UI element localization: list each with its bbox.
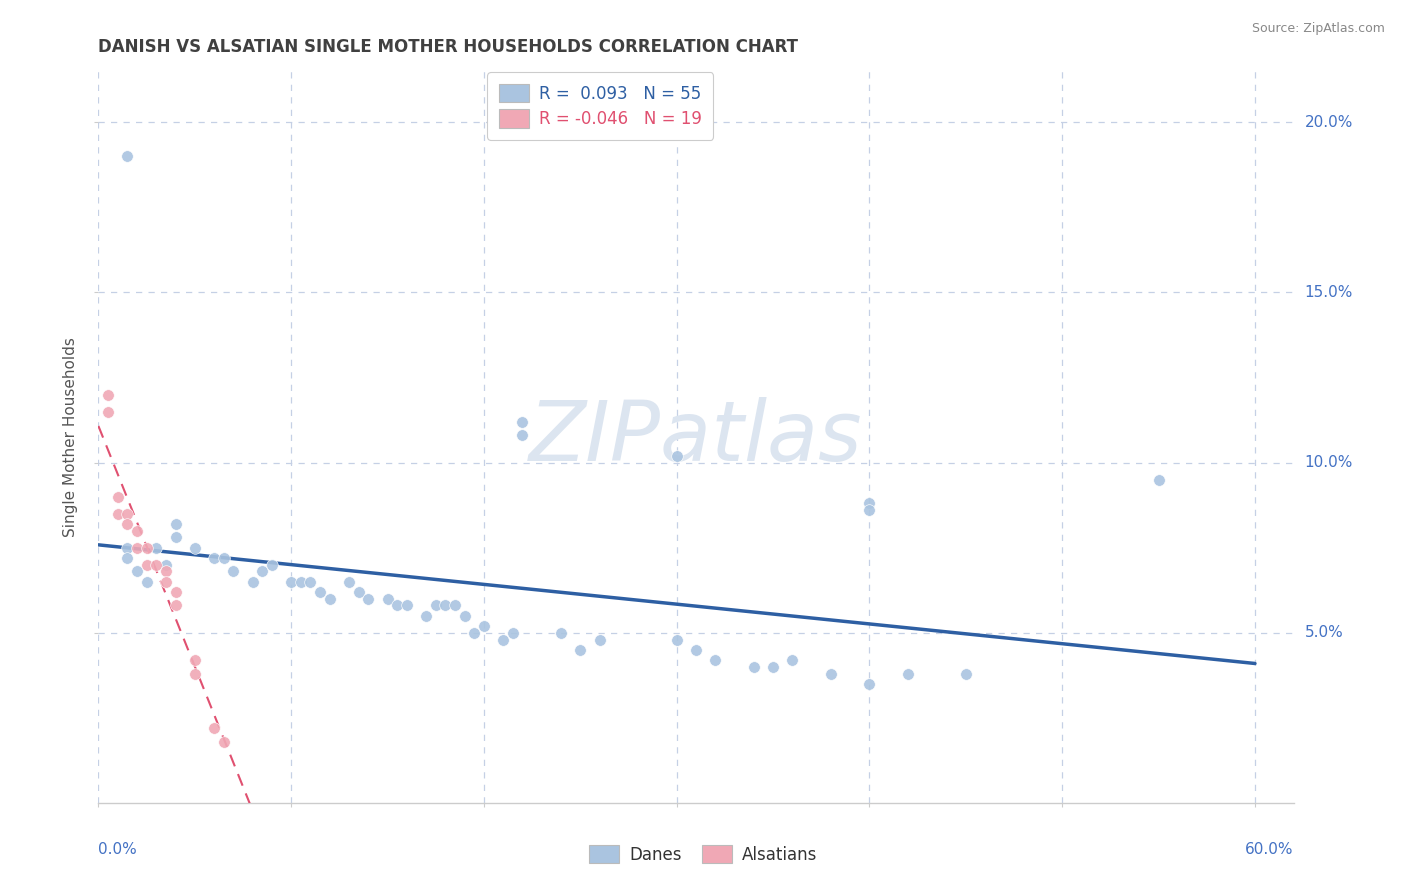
Point bbox=[434, 599, 457, 613]
Point bbox=[665, 632, 688, 647]
Point bbox=[135, 541, 157, 555]
Point bbox=[820, 666, 842, 681]
Point bbox=[463, 625, 485, 640]
Point bbox=[117, 149, 139, 163]
Text: 20.0%: 20.0% bbox=[1305, 115, 1353, 130]
Point bbox=[222, 565, 245, 579]
Text: 10.0%: 10.0% bbox=[1305, 455, 1353, 470]
Point bbox=[145, 558, 167, 572]
Point bbox=[184, 541, 207, 555]
Point bbox=[117, 541, 139, 555]
Point bbox=[337, 574, 360, 589]
Point bbox=[665, 449, 688, 463]
Point bbox=[858, 503, 880, 517]
Point bbox=[184, 666, 207, 681]
Text: DANISH VS ALSATIAN SINGLE MOTHER HOUSEHOLDS CORRELATION CHART: DANISH VS ALSATIAN SINGLE MOTHER HOUSEHO… bbox=[98, 38, 799, 56]
Point bbox=[897, 666, 920, 681]
Point bbox=[588, 632, 610, 647]
Legend: R =  0.093   N = 55, R = -0.046   N = 19: R = 0.093 N = 55, R = -0.046 N = 19 bbox=[488, 72, 713, 140]
Point bbox=[858, 677, 880, 691]
Point bbox=[252, 565, 274, 579]
Point bbox=[347, 585, 370, 599]
Text: 15.0%: 15.0% bbox=[1305, 285, 1353, 300]
Point bbox=[550, 625, 572, 640]
Point bbox=[212, 550, 235, 565]
Text: 5.0%: 5.0% bbox=[1305, 625, 1343, 640]
Point bbox=[453, 608, 475, 623]
Point bbox=[762, 659, 785, 673]
Point bbox=[290, 574, 312, 589]
Point bbox=[97, 387, 120, 401]
Point bbox=[107, 507, 129, 521]
Point bbox=[125, 524, 148, 538]
Text: 60.0%: 60.0% bbox=[1246, 842, 1294, 856]
Point bbox=[155, 565, 177, 579]
Point bbox=[242, 574, 264, 589]
Point bbox=[145, 541, 167, 555]
Point bbox=[125, 541, 148, 555]
Point bbox=[155, 558, 177, 572]
Point bbox=[117, 507, 139, 521]
Point bbox=[135, 574, 157, 589]
Point bbox=[107, 490, 129, 504]
Point bbox=[357, 591, 380, 606]
Point bbox=[165, 516, 187, 531]
Point bbox=[125, 565, 148, 579]
Point bbox=[1147, 473, 1170, 487]
Point bbox=[117, 550, 139, 565]
Text: 0.0%: 0.0% bbox=[98, 842, 138, 856]
Legend: Danes, Alsatians: Danes, Alsatians bbox=[582, 838, 824, 871]
Point bbox=[858, 496, 880, 510]
Point bbox=[155, 574, 177, 589]
Text: ZIPatlas: ZIPatlas bbox=[529, 397, 863, 477]
Point bbox=[97, 404, 120, 418]
Point bbox=[502, 625, 524, 640]
Point bbox=[742, 659, 765, 673]
Point bbox=[202, 721, 225, 735]
Point bbox=[704, 653, 727, 667]
Point bbox=[184, 653, 207, 667]
Point bbox=[280, 574, 302, 589]
Point bbox=[212, 734, 235, 748]
Point bbox=[472, 619, 495, 633]
Point bbox=[165, 585, 187, 599]
Point bbox=[395, 599, 418, 613]
Point bbox=[512, 428, 534, 442]
Text: Source: ZipAtlas.com: Source: ZipAtlas.com bbox=[1251, 22, 1385, 36]
Point bbox=[377, 591, 399, 606]
Point bbox=[299, 574, 322, 589]
Point bbox=[425, 599, 447, 613]
Point bbox=[492, 632, 515, 647]
Point bbox=[165, 599, 187, 613]
Point bbox=[955, 666, 977, 681]
Point bbox=[569, 642, 592, 657]
Point bbox=[202, 550, 225, 565]
Point bbox=[165, 531, 187, 545]
Point bbox=[385, 599, 409, 613]
Point bbox=[415, 608, 437, 623]
Point bbox=[117, 516, 139, 531]
Y-axis label: Single Mother Households: Single Mother Households bbox=[63, 337, 79, 537]
Point bbox=[512, 415, 534, 429]
Point bbox=[444, 599, 467, 613]
Point bbox=[685, 642, 707, 657]
Point bbox=[260, 558, 283, 572]
Point bbox=[309, 585, 332, 599]
Point bbox=[135, 558, 157, 572]
Point bbox=[782, 653, 804, 667]
Point bbox=[319, 591, 342, 606]
